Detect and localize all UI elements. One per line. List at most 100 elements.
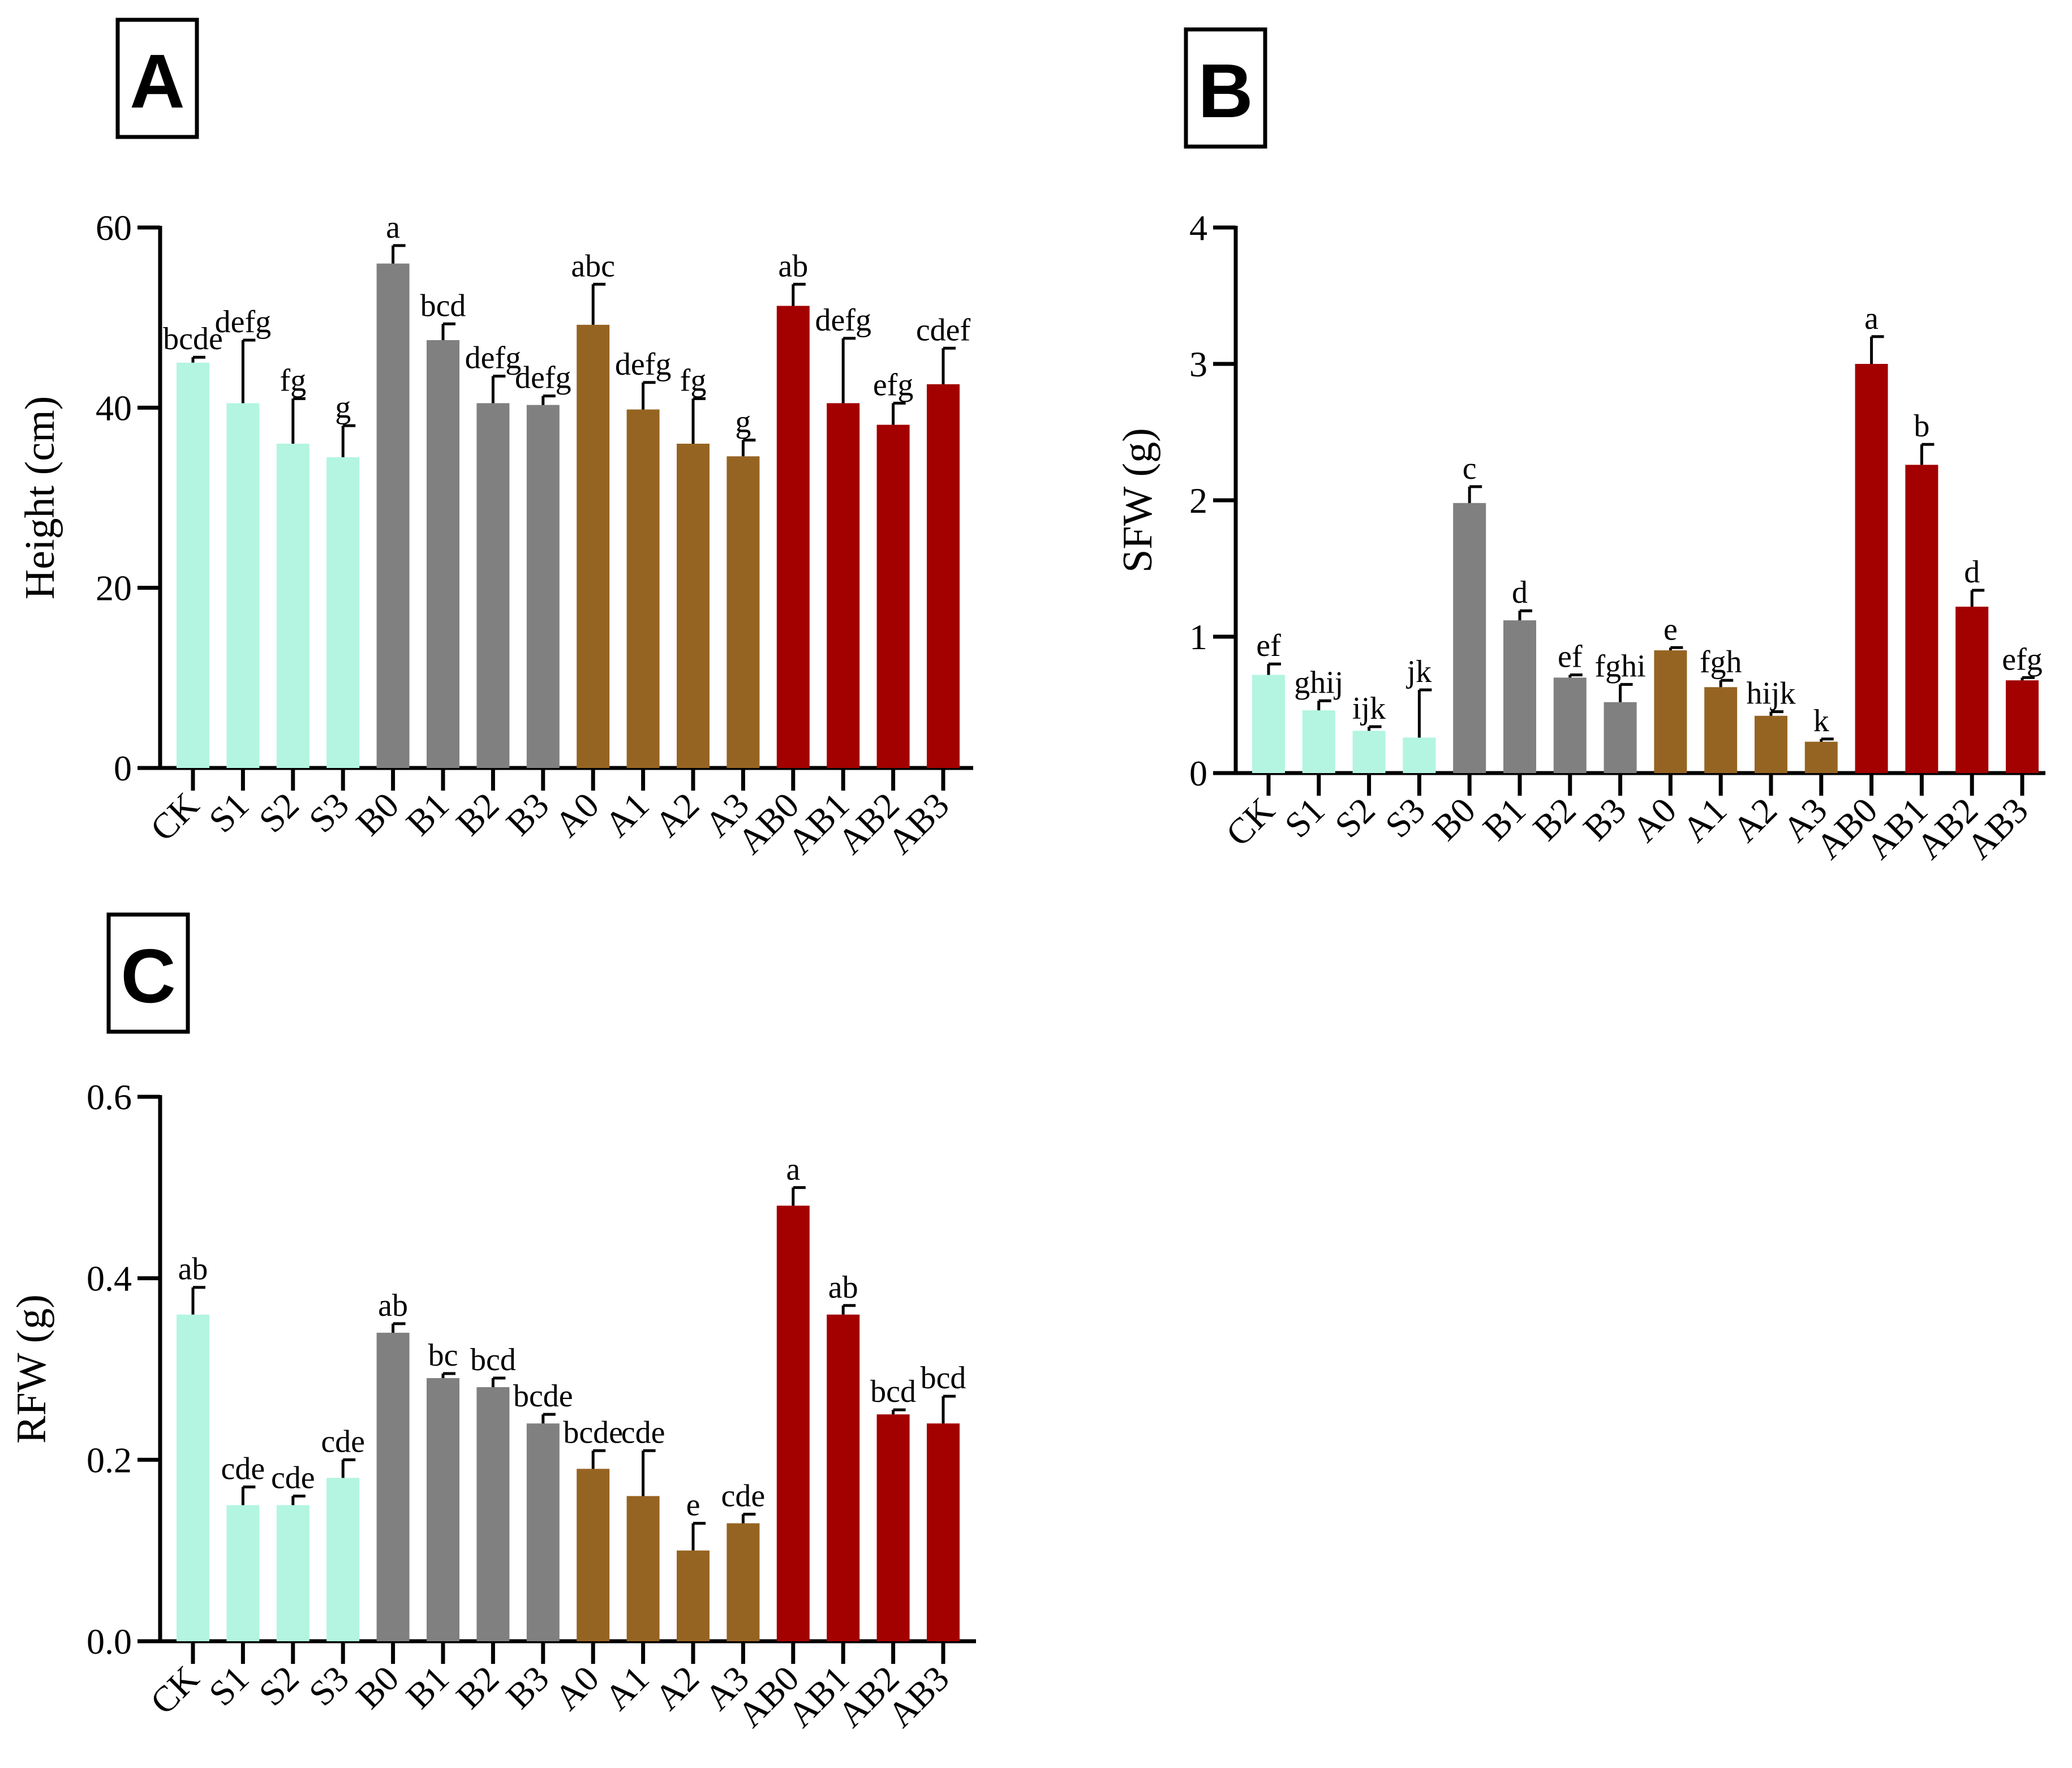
significance-label-AB1: ab xyxy=(828,1270,858,1305)
significance-label-B3: bcde xyxy=(513,1379,573,1414)
bar-AB3 xyxy=(927,1423,960,1641)
significance-label-AB2: d xyxy=(1964,555,1980,590)
y-tick-label: 0 xyxy=(114,748,132,788)
significance-label-CK: ef xyxy=(1256,628,1281,663)
x-tick-label-AB3: AB3 xyxy=(880,785,957,862)
significance-label-A1: cde xyxy=(621,1415,665,1450)
significance-label-AB0: ab xyxy=(778,248,808,284)
bar-AB1 xyxy=(1905,465,1938,773)
y-tick-label: 20 xyxy=(96,568,132,608)
panel-b-label-box xyxy=(1184,27,1267,149)
bar-S1 xyxy=(1302,710,1335,773)
x-tick-label-A1: A1 xyxy=(1675,790,1735,850)
significance-label-CK: bcde xyxy=(163,321,223,357)
significance-label-S2: ijk xyxy=(1352,691,1386,726)
bar-A3 xyxy=(727,1523,760,1641)
bar-AB3 xyxy=(927,384,960,768)
bar-A0 xyxy=(577,324,610,768)
significance-label-A1: defg xyxy=(615,347,672,382)
y-tick-label: 0.0 xyxy=(87,1621,132,1662)
significance-label-AB2: bcd xyxy=(870,1374,916,1409)
x-tick-label-A0: A0 xyxy=(1624,790,1684,850)
x-tick-label-B3: B3 xyxy=(498,1658,557,1716)
x-tick-label-B2: B2 xyxy=(448,785,506,843)
bar-AB2 xyxy=(876,1414,910,1641)
bar-B2 xyxy=(476,1387,510,1641)
x-tick-label-S1: S1 xyxy=(1277,790,1332,846)
panel-c-label: C xyxy=(121,933,176,1019)
bar-AB2 xyxy=(1955,606,1989,773)
bar-A2 xyxy=(677,444,710,768)
bar-B2 xyxy=(1553,677,1587,773)
significance-label-B1: bcd xyxy=(420,288,466,323)
significance-label-A0: e xyxy=(1663,612,1678,647)
significance-label-AB1: b xyxy=(1914,409,1929,444)
significance-label-CK: ab xyxy=(178,1252,208,1287)
bar-AB0 xyxy=(776,1205,810,1641)
significance-label-B3: defg xyxy=(515,361,571,396)
bar-S1 xyxy=(226,403,260,768)
significance-label-B2: ef xyxy=(1558,639,1583,674)
y-tick-label: 3 xyxy=(1189,344,1207,384)
bar-B0 xyxy=(1453,503,1486,773)
bar-S2 xyxy=(1352,731,1386,773)
bar-A2 xyxy=(1755,715,1787,773)
x-tick-label-S3: S3 xyxy=(301,785,356,840)
x-tick-label-B0: B0 xyxy=(348,785,406,843)
x-tick-label-S3: S3 xyxy=(1377,790,1433,846)
significance-label-B1: bc xyxy=(428,1338,458,1373)
x-tick-label-B3: B3 xyxy=(1575,790,1633,848)
panel-b-plot: 0 1 2 3 4 SFW (g) ef CK ghij S1 ijk S2 jk S3 c B0 d B1 ef B… xyxy=(1115,208,2045,866)
bar-B0 xyxy=(376,263,410,769)
bar-A2 xyxy=(677,1550,710,1641)
y-axis-title: RFW (g) xyxy=(8,1294,55,1444)
bar-B0 xyxy=(376,1332,410,1641)
significance-label-A2: e xyxy=(686,1488,700,1523)
x-tick-label-B1: B1 xyxy=(398,1658,457,1716)
x-tick-label-S2: S2 xyxy=(251,785,307,840)
significance-label-A3: k xyxy=(1813,703,1829,739)
bar-CK xyxy=(177,1314,209,1641)
significance-label-B0: ab xyxy=(378,1288,408,1323)
x-tick-label-CK: CK xyxy=(143,1658,207,1722)
significance-label-B3: fghi xyxy=(1594,649,1645,684)
x-tick-label-AB3: AB3 xyxy=(880,1658,957,1735)
bar-S3 xyxy=(326,1478,360,1641)
significance-label-S3: cde xyxy=(321,1424,365,1459)
x-tick-label-B2: B2 xyxy=(448,1658,506,1716)
y-tick-label: 2 xyxy=(1189,480,1207,521)
bar-S1 xyxy=(226,1505,260,1641)
bar-B1 xyxy=(427,340,459,768)
bar-AB0 xyxy=(1855,364,1888,773)
significance-label-AB3: cdef xyxy=(916,312,971,347)
bar-S3 xyxy=(1403,737,1436,773)
significance-label-S3: g xyxy=(335,390,351,425)
significance-label-B1: d xyxy=(1512,575,1528,610)
y-tick-label: 0.4 xyxy=(87,1259,132,1299)
x-tick-label-CK: CK xyxy=(1218,790,1282,854)
panel-c: C 0.0 0.2 0.4 0.6 RFW (g) ab CK cde S1 cde S2 cde S3… xyxy=(8,912,976,1735)
panel-a-label-box xyxy=(115,18,199,139)
bar-A1 xyxy=(626,409,660,768)
bar-B3 xyxy=(1604,702,1637,773)
x-tick-label-S3: S3 xyxy=(301,1658,356,1714)
panel-a-plot: 0 20 40 60 Height (cm) bcde CK defg S1 fg S2 g S3 a B0… xyxy=(17,208,973,861)
x-tick-label-A2: A2 xyxy=(1725,790,1785,850)
significance-label-S2: cde xyxy=(271,1460,315,1495)
bar-A1 xyxy=(626,1496,660,1641)
significance-label-B2: bcd xyxy=(470,1342,516,1378)
bar-A0 xyxy=(1654,650,1687,773)
x-tick-label-B1: B1 xyxy=(398,785,457,843)
y-tick-label: 0 xyxy=(1189,753,1207,793)
bar-B1 xyxy=(427,1378,459,1641)
significance-label-AB2: efg xyxy=(873,367,914,402)
bar-AB1 xyxy=(827,403,860,768)
bar-CK xyxy=(1252,675,1285,773)
bar-A3 xyxy=(1804,741,1838,773)
bar-A3 xyxy=(727,456,760,768)
x-tick-label-B2: B2 xyxy=(1525,790,1584,848)
x-tick-label-B3: B3 xyxy=(498,785,557,843)
x-tick-label-B0: B0 xyxy=(348,1658,406,1716)
